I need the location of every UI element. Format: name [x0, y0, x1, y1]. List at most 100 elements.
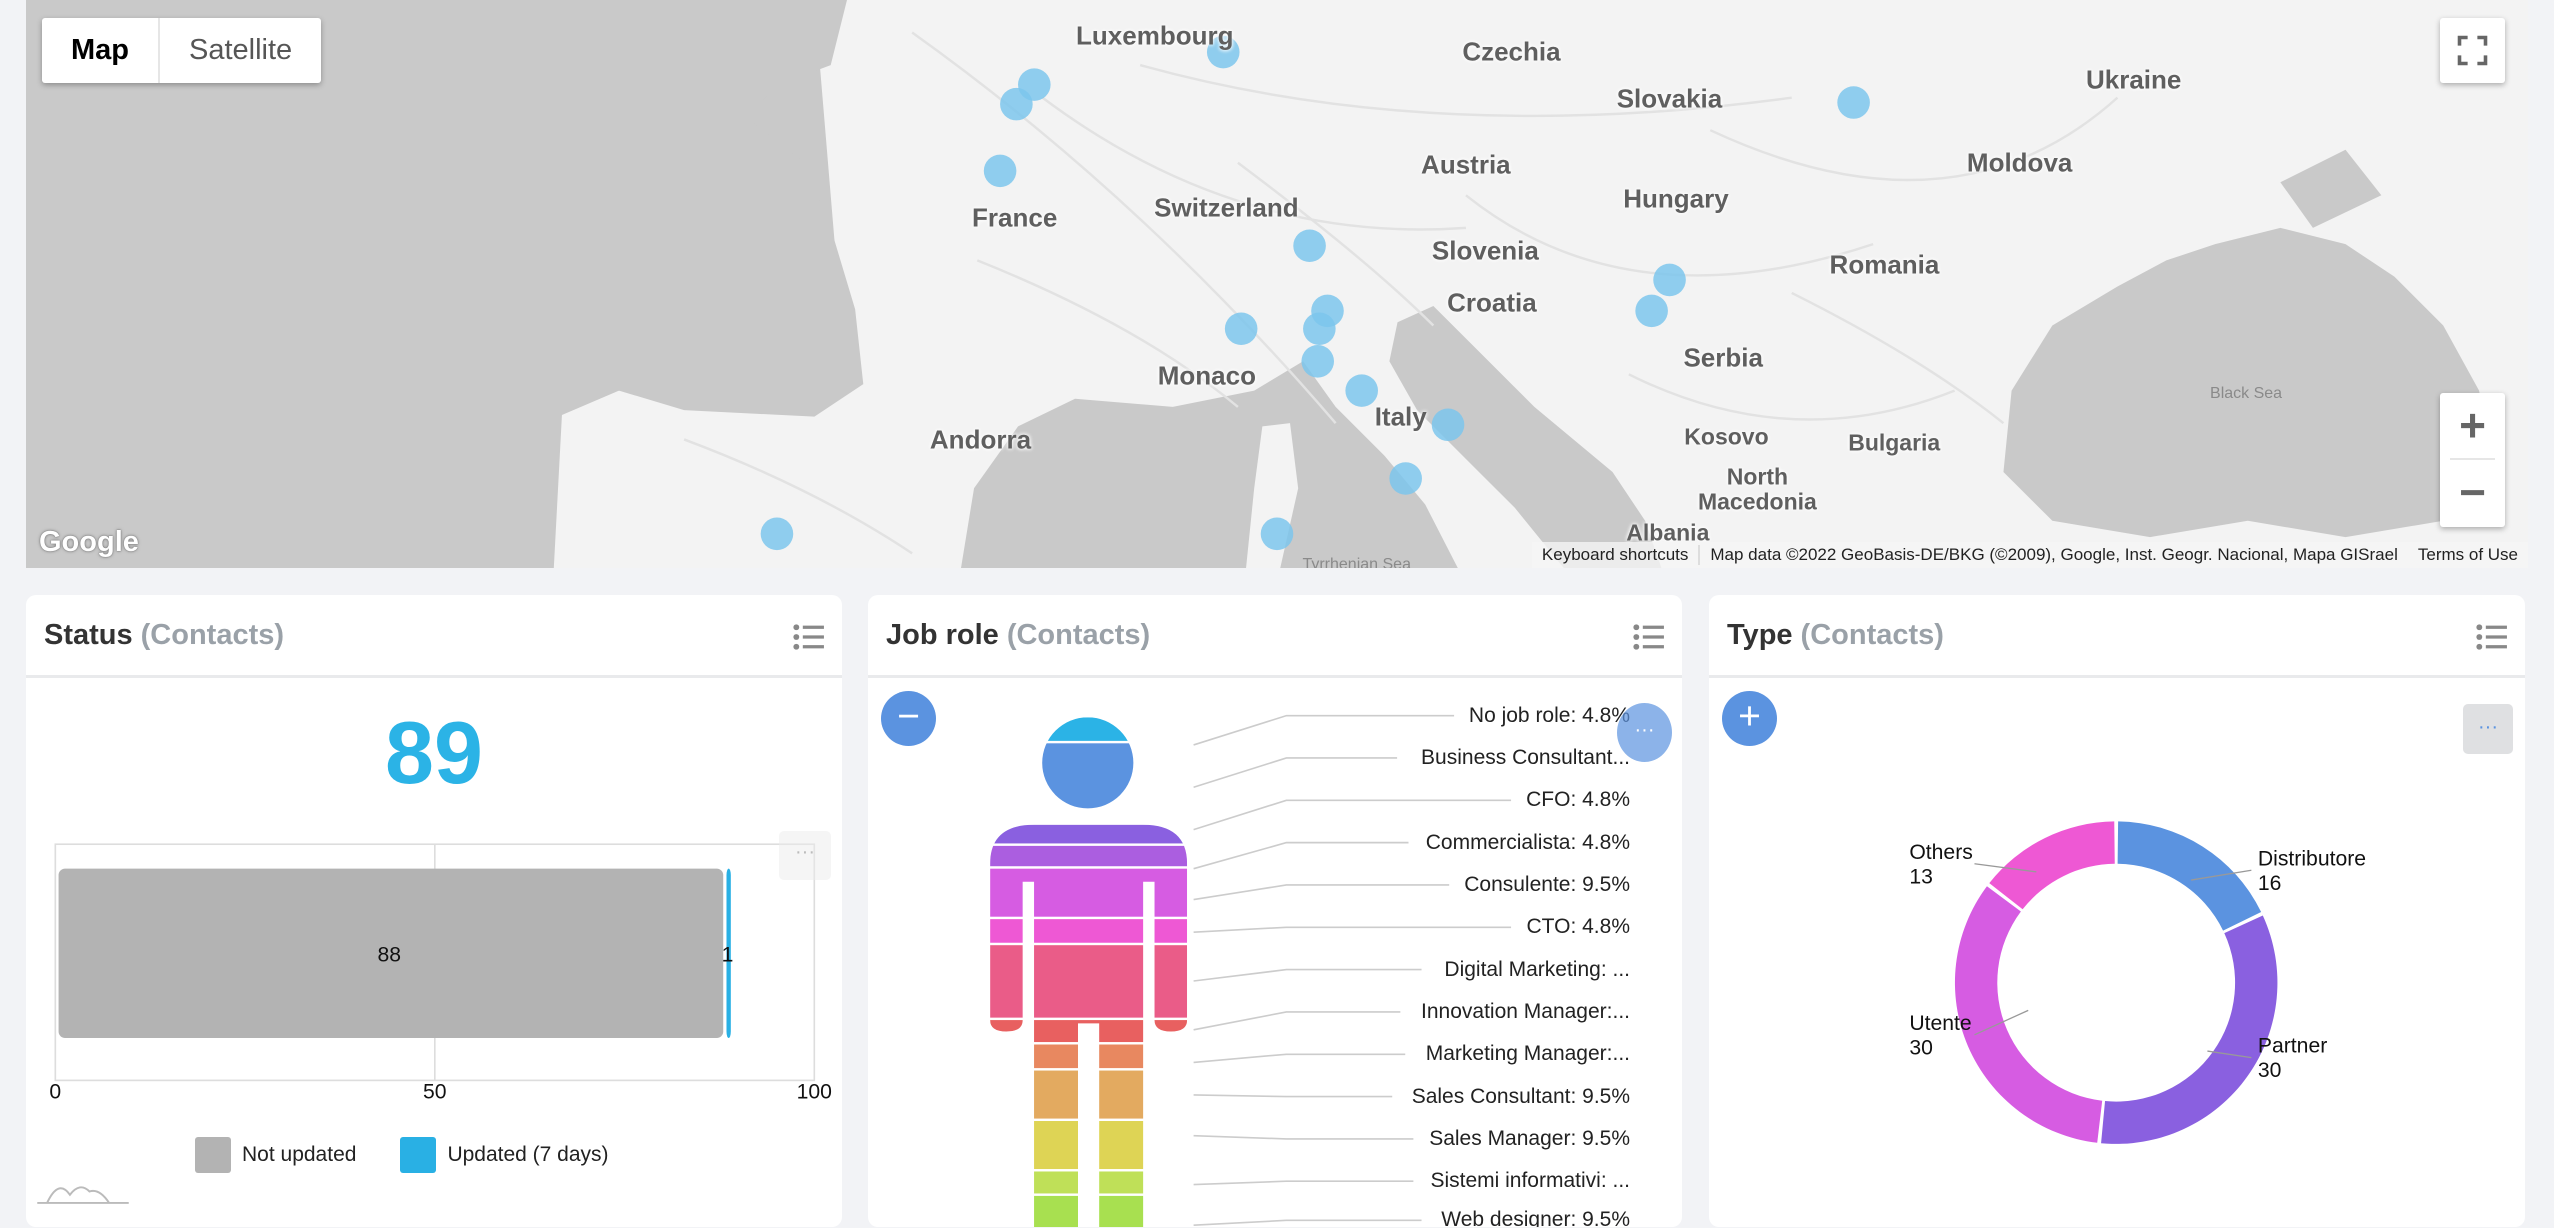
map-marker[interactable] [1837, 86, 1870, 119]
bar-1[interactable] [726, 868, 731, 1039]
slice-value: 13 [1909, 865, 1933, 888]
legend-label-updated[interactable]: Updated (7 days) [447, 1143, 609, 1166]
terms-of-use-link[interactable]: Terms of Use [2417, 545, 2518, 564]
list-icon[interactable] [1633, 624, 1664, 650]
map-label: Kosovo [1684, 423, 1769, 450]
collapse-button[interactable]: − [881, 691, 936, 746]
road [1791, 291, 2005, 425]
map-label: Black Sea [2210, 385, 2283, 403]
card-subtitle: (Contacts) [1006, 618, 1151, 651]
pictorial-segment[interactable] [977, 919, 1205, 943]
map-marker[interactable] [1389, 462, 1422, 495]
list-icon[interactable] [2476, 624, 2507, 650]
leader-line [1193, 1219, 1422, 1227]
pictorial-segment[interactable] [977, 717, 1205, 741]
legend: Not updated Updated (7 days) [195, 1137, 609, 1173]
list-icon[interactable] [793, 624, 824, 650]
status-more-button[interactable]: ··· [779, 831, 831, 880]
leader-line [1193, 884, 1450, 901]
map-marker[interactable] [1431, 408, 1465, 442]
map-marker[interactable] [760, 517, 794, 551]
pictorial-segment[interactable] [977, 1171, 1205, 1194]
adriatic-sea [1389, 305, 1662, 568]
card-header: Type (Contacts) [1709, 595, 2525, 678]
google-logo[interactable]: Google [39, 526, 139, 558]
pictorial-label: Web designer: 9.5% [1441, 1208, 1630, 1227]
map-marker[interactable] [1303, 312, 1336, 346]
pictorial-segment[interactable] [977, 1121, 1205, 1170]
legend-label-not-updated[interactable]: Not updated [242, 1143, 357, 1166]
floating-more-button[interactable]: ··· [1617, 703, 1672, 762]
leader-line [1193, 714, 1455, 746]
map-label: Serbia [1683, 342, 1763, 373]
card-subtitle: (Contacts) [140, 618, 285, 651]
map-label: Bulgaria [1848, 429, 1941, 456]
pictorial-segment[interactable] [977, 743, 1205, 813]
map-label: Romania [1829, 249, 1940, 280]
map-type-map-button[interactable]: Map [42, 18, 160, 83]
map-marker[interactable] [1301, 345, 1335, 378]
pictorial-segment[interactable] [977, 824, 1205, 844]
leader-line [1193, 1180, 1414, 1186]
map-label: Andorra [929, 424, 1032, 455]
pictorial-segment[interactable] [977, 1020, 1205, 1043]
map-label: Croatia [1447, 287, 1537, 318]
map-type-satellite-button[interactable]: Satellite [189, 34, 293, 66]
pictorial-label: Innovation Manager:... [1421, 999, 1630, 1023]
map-marker[interactable] [1635, 294, 1668, 328]
map-marker[interactable] [1653, 263, 1686, 297]
donut-slice-distributore[interactable] [2117, 821, 2262, 931]
map-label: Austria [1421, 149, 1511, 179]
pictorial-segment[interactable] [977, 868, 1205, 917]
zoom-in-button[interactable]: + [2459, 399, 2486, 451]
map-marker[interactable] [1206, 35, 1240, 69]
road [911, 31, 1337, 424]
pictorial-segment[interactable] [977, 1070, 1205, 1119]
pictorial-segment[interactable] [977, 845, 1205, 867]
donut-slice-partner[interactable] [2101, 915, 2278, 1144]
map-marker[interactable] [1260, 517, 1294, 551]
pictorial-label: No job role: 4.8% [1468, 703, 1630, 727]
road [1709, 96, 2119, 182]
leader-line [1193, 1094, 1393, 1098]
legend-swatch-not-updated[interactable] [195, 1137, 231, 1173]
map-marker[interactable] [983, 154, 1017, 188]
pictorial-label: CTO: 4.8% [1526, 915, 1630, 939]
map-marker[interactable] [1000, 87, 1033, 121]
pictorial-segment[interactable] [977, 1195, 1205, 1227]
slice-label: Distributore [2258, 847, 2366, 870]
pictorial-label: Sales Consultant: 9.5% [1411, 1084, 1630, 1108]
map-label: Albania [1626, 519, 1710, 546]
zoom-out-button[interactable]: − [2459, 466, 2486, 518]
donut-slice-utente[interactable] [1954, 886, 2103, 1143]
leader-line [1193, 799, 1512, 831]
map-label: Switzerland [1154, 192, 1299, 223]
map-marker[interactable] [1293, 229, 1326, 263]
map-marker[interactable] [1224, 312, 1258, 346]
expand-button[interactable]: + [1722, 691, 1777, 746]
map-label: Slovenia [1431, 235, 1539, 266]
sparkline-icon [37, 1186, 129, 1204]
bar-label: 1 [722, 943, 734, 966]
status-total: 89 [385, 703, 483, 802]
pictorial-segment[interactable] [977, 1044, 1205, 1069]
map-panel[interactable]: Luxembourg Czechia Slovakia Ukraine Austria M… [26, 0, 2528, 568]
map-label: Monaco [1157, 360, 1256, 391]
bar-label: 88 [378, 943, 402, 966]
road [1139, 63, 1792, 118]
card-title: Type [1727, 618, 1793, 651]
map-marker[interactable] [1345, 374, 1378, 407]
map-label: Hungary [1623, 183, 1729, 214]
pictorial-segment[interactable] [977, 945, 1205, 1018]
bar-0[interactable] [58, 868, 724, 1039]
map-label: Moldova [1966, 147, 2073, 178]
pictorial-label: Sales Manager: 9.5% [1429, 1127, 1630, 1151]
leader-line [1193, 1011, 1401, 1031]
fullscreen-button[interactable] [2440, 18, 2505, 83]
donut-slice-others[interactable] [1989, 821, 2115, 910]
keyboard-shortcuts-link[interactable]: Keyboard shortcuts [1532, 545, 1701, 565]
more-button[interactable]: ··· [2463, 704, 2513, 754]
legend-swatch-updated[interactable] [400, 1137, 437, 1173]
map-tiles[interactable] [26, 0, 2528, 568]
